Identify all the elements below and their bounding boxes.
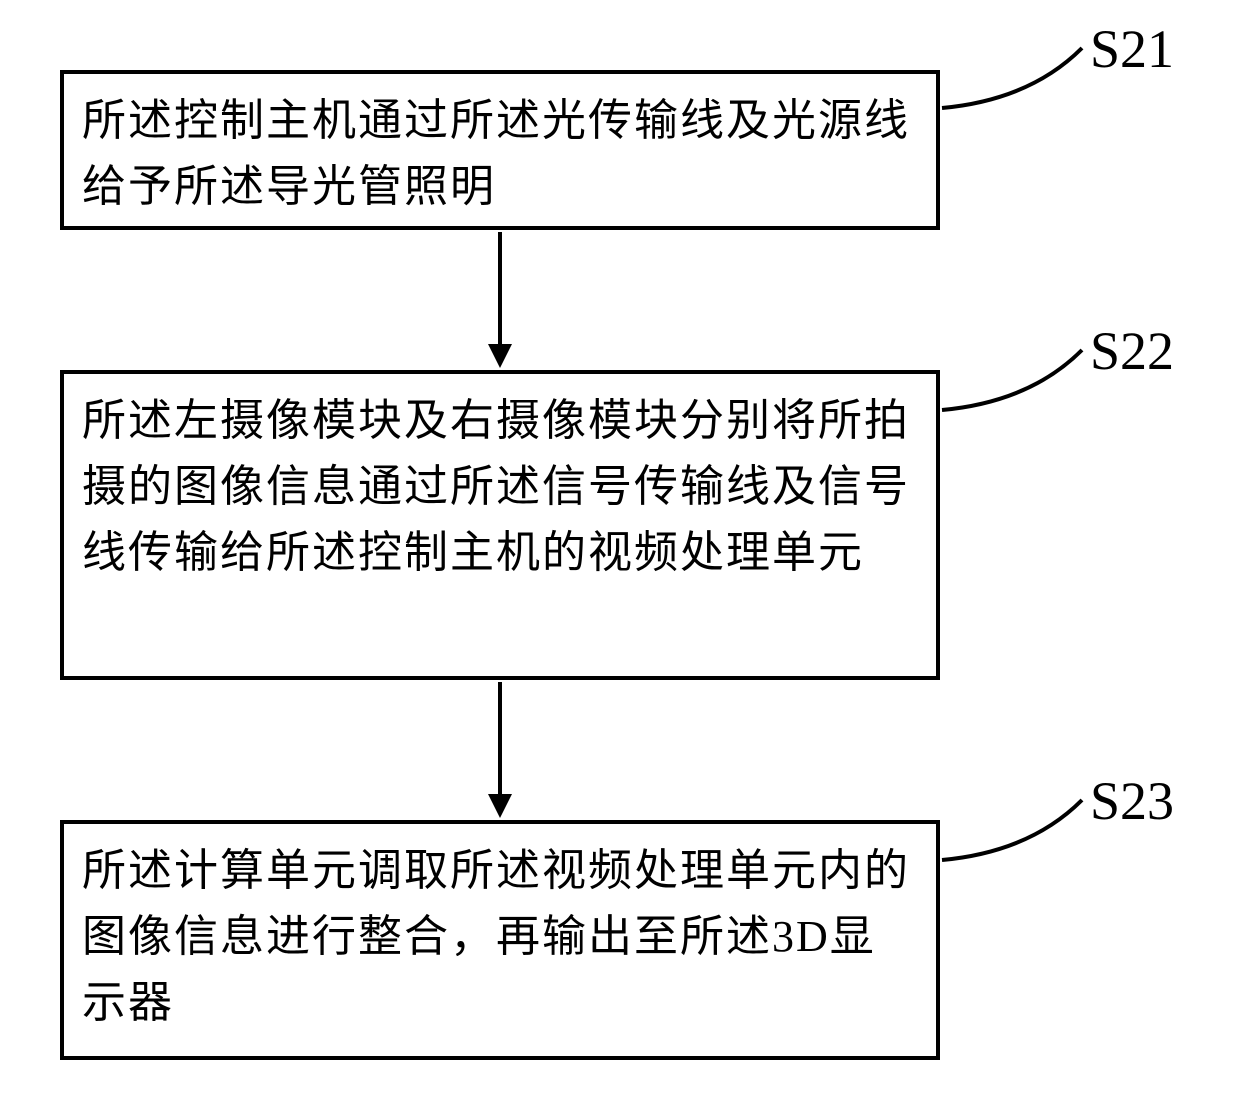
callout-curve-s23	[0, 0, 1240, 1109]
flowchart-canvas: 所述控制主机通过所述光传输线及光源线给予所述导光管照明 S21 所述左摄像模块及…	[0, 0, 1240, 1109]
